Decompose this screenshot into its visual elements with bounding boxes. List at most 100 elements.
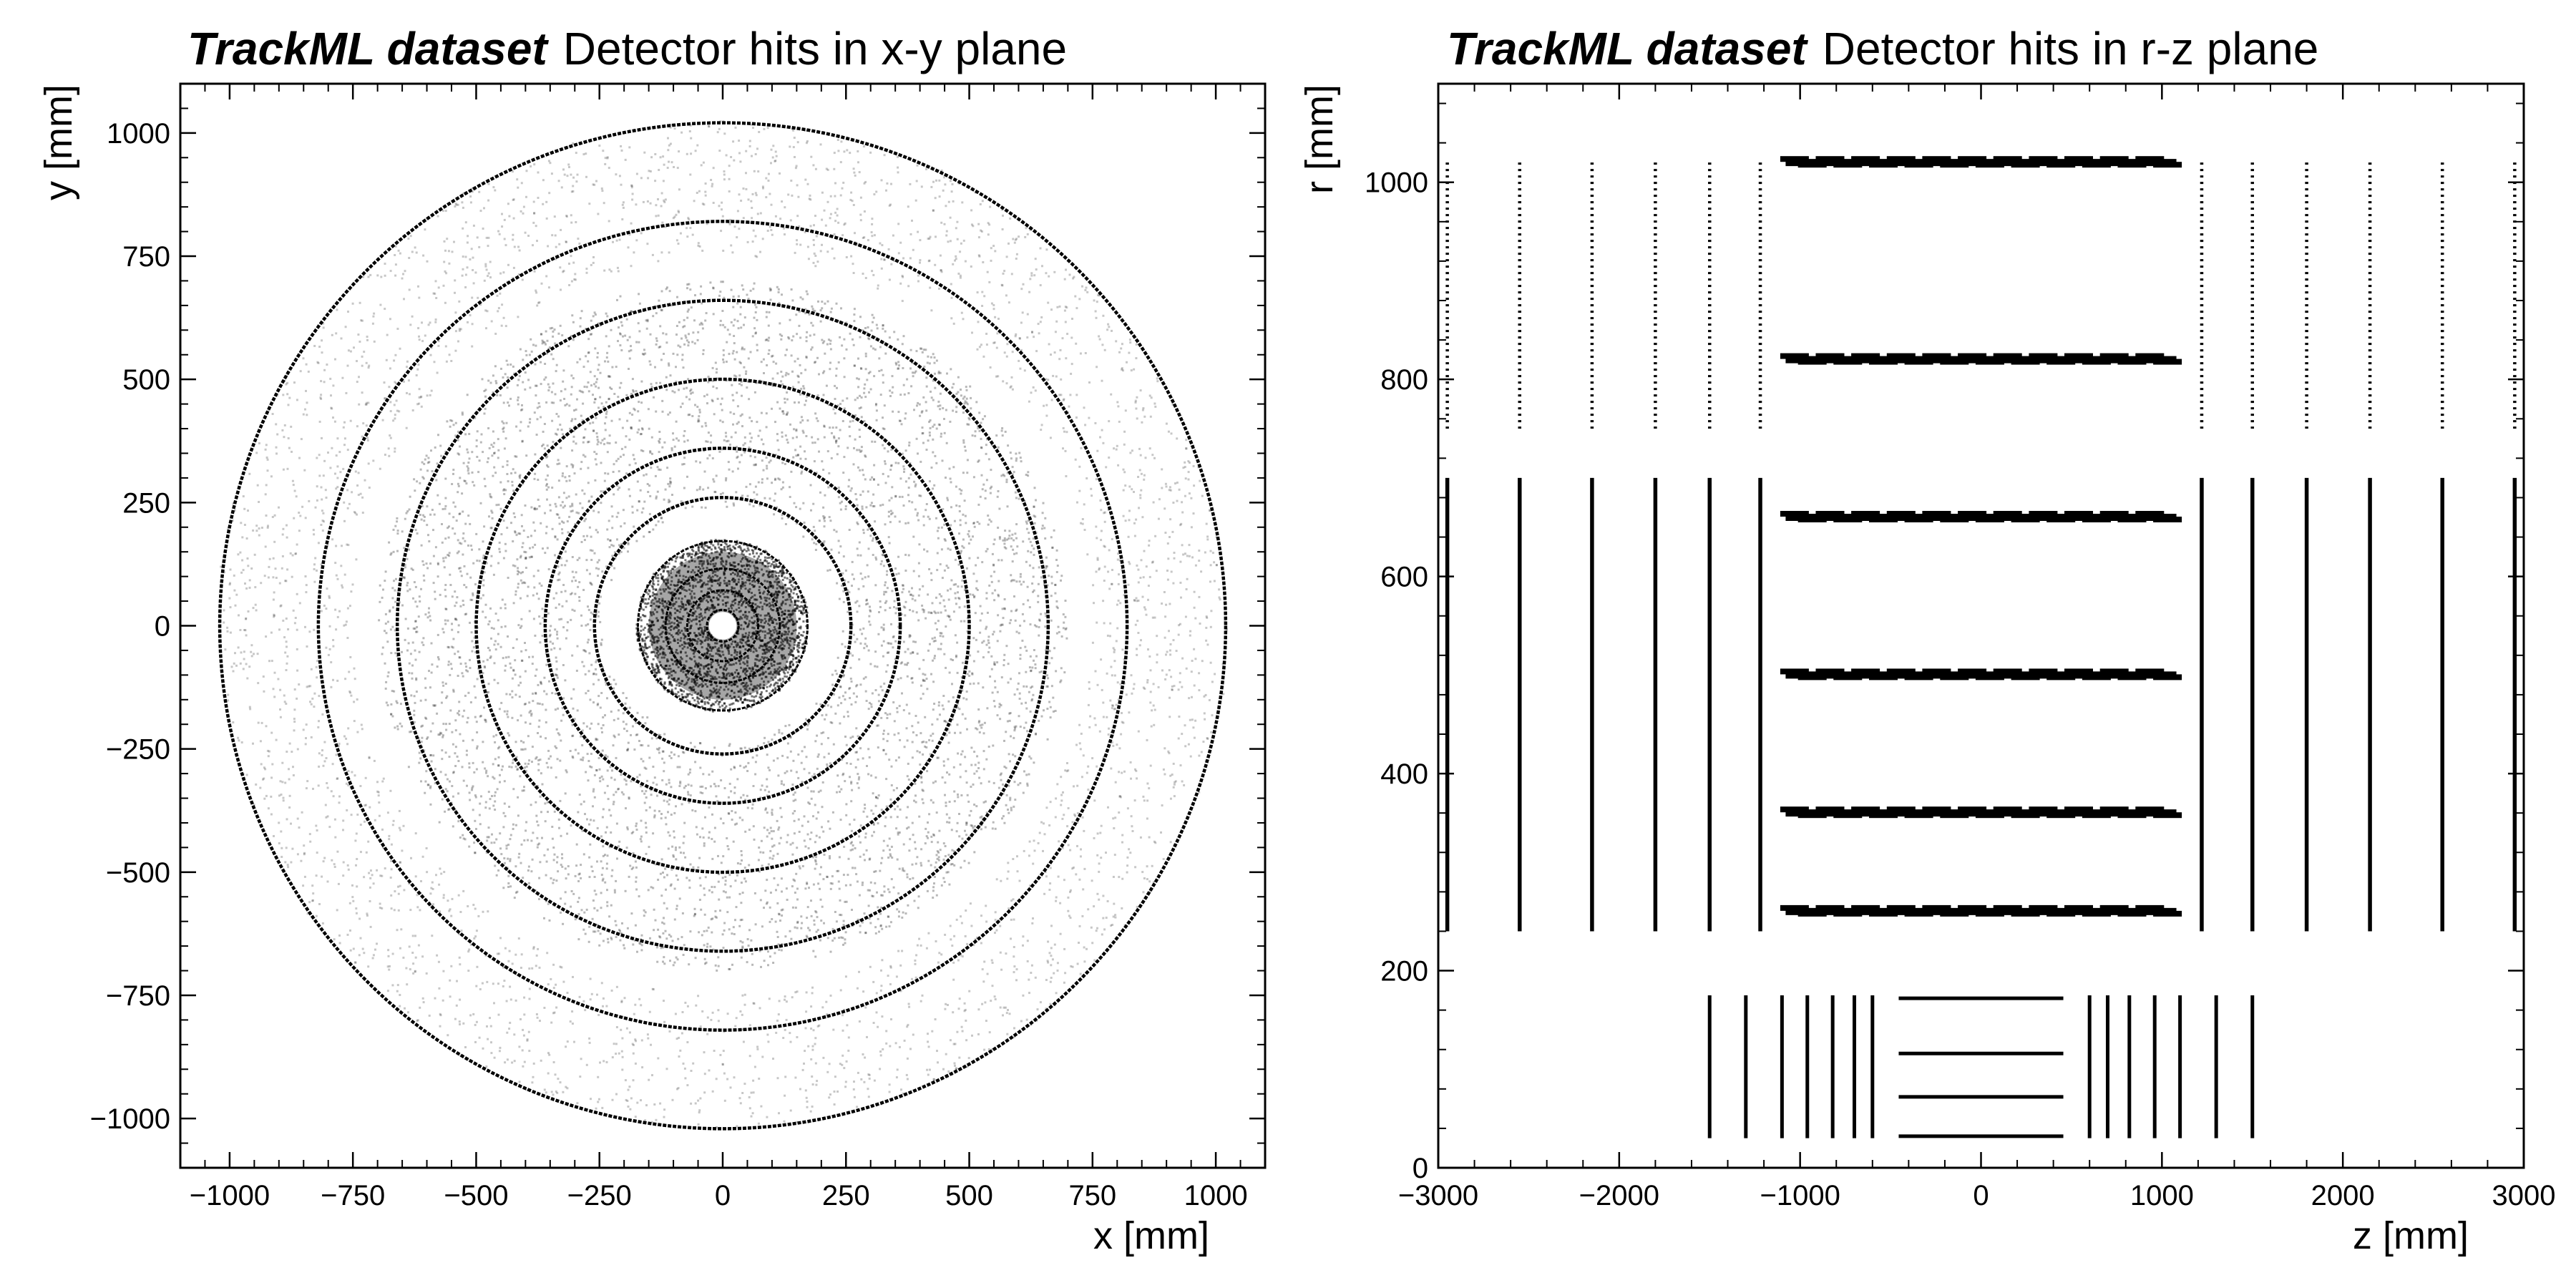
xy-hit-point	[743, 567, 746, 570]
xy-hit-point	[713, 675, 716, 678]
xy-hit-point	[670, 868, 673, 871]
xy-hit-point	[829, 855, 831, 858]
xy-hit-point	[517, 396, 519, 399]
xy-hit-point	[541, 836, 543, 839]
xy-hit-point	[391, 597, 394, 600]
xy-hit-point	[413, 713, 416, 716]
xy-hit-point	[720, 655, 722, 658]
xy-hit-point	[741, 580, 744, 583]
xy-hit-point	[597, 930, 600, 932]
xy-hit-point	[914, 782, 917, 785]
xy-hit-point	[589, 727, 592, 730]
xy-hit-point	[893, 331, 896, 333]
xy-hit-point	[685, 674, 688, 677]
xy-hit-point	[767, 741, 770, 743]
xy-hit-point	[937, 704, 940, 707]
xy-hit-point	[946, 372, 948, 375]
xy-hit-point	[746, 579, 748, 582]
xy-hit-point	[731, 394, 734, 396]
xy-hit-point	[908, 444, 911, 447]
xy-hit-point	[734, 565, 737, 567]
xy-hit-point	[706, 930, 708, 932]
xy-hit-point	[667, 570, 670, 572]
xy-hit-point	[696, 682, 698, 685]
xy-hit-point	[679, 556, 682, 559]
xy-hit-point	[800, 634, 803, 636]
xy-hit-point	[728, 674, 731, 677]
xy-hit-point	[693, 699, 696, 702]
xy-hit-point	[733, 555, 736, 557]
xy-hit-point	[923, 366, 926, 368]
xy-hit-point	[847, 857, 850, 860]
xy-hit-point	[753, 594, 756, 597]
xy-hit-point	[773, 684, 776, 687]
xy-hit-point	[471, 640, 474, 643]
xy-hit-point	[660, 575, 663, 578]
xy-hit-point	[643, 651, 645, 654]
xy-hit-point	[950, 829, 953, 831]
xy-hit-point	[736, 542, 738, 545]
xy-hit-point	[485, 771, 487, 774]
xy-hit-point	[753, 464, 756, 467]
xy-hit-point	[746, 961, 748, 964]
xy-hit-point	[1015, 537, 1018, 540]
xy-hit-point	[478, 560, 481, 562]
xy-hit-point	[655, 640, 658, 643]
xy-hit-point	[789, 587, 791, 590]
xy-hit-point	[688, 621, 691, 624]
xy-hit-point	[713, 746, 716, 749]
xy-hit-point	[997, 490, 1000, 492]
xy-hit-point	[748, 667, 751, 670]
xy-hit-point	[678, 592, 681, 595]
xy-hit-point	[708, 696, 711, 698]
xy-hit-point	[783, 625, 786, 628]
xy-hit-point	[987, 458, 990, 461]
xy-hit-point	[851, 789, 854, 791]
xy-hit-point	[719, 582, 722, 585]
xy-hit-point	[687, 552, 690, 555]
xy-hit-point	[706, 701, 709, 704]
xy-hit-point	[745, 602, 748, 605]
xy-hit-point	[716, 550, 718, 553]
xy-hit-point	[789, 575, 792, 578]
xy-hit-point	[721, 397, 723, 400]
xy-hit-point	[495, 733, 498, 736]
xy-hit-point	[436, 462, 439, 465]
xy-hit-point	[756, 684, 759, 687]
xy-hit-point	[764, 670, 767, 673]
xy-hit-point	[675, 597, 677, 600]
xy-hit-point	[897, 338, 899, 341]
xy-hit-point	[504, 656, 507, 659]
xy-hit-point	[517, 399, 519, 401]
xy-hit-point	[401, 530, 404, 533]
xy-hit-point	[691, 670, 693, 673]
xy-hit-point	[667, 668, 670, 670]
xy-hit-point	[768, 645, 771, 648]
xy-hit-point	[703, 630, 706, 633]
xy-hit-point	[545, 532, 547, 535]
xy-hit-point	[760, 697, 762, 700]
xy-hit-point	[759, 614, 762, 617]
xy-hit-point	[1018, 715, 1020, 718]
xy-hit-point	[836, 791, 838, 794]
xy-hit-point	[697, 685, 700, 688]
xy-hit-point	[707, 655, 710, 658]
xy-hit-point	[596, 909, 599, 912]
xy-hit-point	[997, 580, 1000, 582]
xy-hit-point	[653, 673, 656, 676]
xy-hit-point	[799, 625, 802, 628]
xy-hit-point	[822, 394, 825, 396]
xy-hit-point	[656, 664, 659, 667]
xy-hit-point	[859, 642, 862, 645]
xy-hit-point	[682, 670, 685, 673]
xy-hit-point	[635, 390, 638, 393]
xy-hit-point	[656, 646, 659, 649]
xy-hit-point	[714, 701, 717, 703]
xy-hit-point	[1019, 653, 1022, 656]
xy-hit-point	[794, 623, 796, 625]
xy-hit-point	[571, 418, 574, 421]
xy-hit-point	[932, 886, 935, 889]
xy-hit-point	[935, 427, 938, 430]
xy-hit-point	[927, 836, 930, 839]
xy-hit-point	[704, 319, 707, 322]
